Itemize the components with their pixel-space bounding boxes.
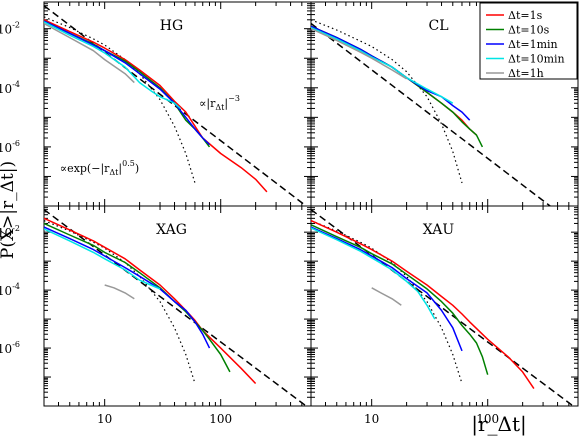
panel-xau: 10 100 XAU (310, 205, 579, 426)
series-line-3 (311, 26, 454, 104)
power-law-reference-line (311, 22, 552, 206)
power-law-reference-line (44, 208, 308, 406)
y-tick-label: 10-2 (0, 224, 20, 240)
stretched-exp-reference-line (311, 19, 463, 184)
y-axis-label: P(X>|r_Δt|) (0, 161, 18, 259)
plot-frame (310, 205, 579, 407)
series-line-1 (44, 20, 211, 148)
plot-area (311, 19, 552, 206)
series-line-0 (311, 25, 477, 136)
panel-title: XAU (423, 222, 455, 238)
x-tick-label: 10 (364, 412, 379, 426)
stretched-exp-annotation: ∝exp(−|rΔt|0.5) (60, 159, 139, 177)
y-tick-label: 10-6 (0, 340, 20, 356)
stretched-exp-reference-line (44, 220, 196, 384)
legend-label-3: Δt=10min (508, 53, 565, 66)
x-tick-label: 10 (97, 412, 112, 426)
series-line-1 (311, 224, 489, 375)
y-tick-label: 10-2 (0, 21, 20, 37)
series-line-2 (311, 226, 463, 352)
stretched-exp-reference-line (311, 220, 463, 384)
series-line-4 (44, 22, 135, 84)
power-law-reference-line (311, 208, 575, 406)
series-line-0 (44, 19, 268, 193)
series-line-1 (311, 25, 484, 148)
series-line-0 (44, 217, 257, 385)
x-tick-label: 100 (476, 412, 499, 426)
y-tick-label: 10-4 (0, 282, 20, 298)
y-tick-label: 10-6 (0, 139, 20, 155)
power-law-annotation: ∝|rΔt|−3 (199, 94, 240, 112)
panel-xag: 10 100 10-6 10-4 10-2 XAG (0, 205, 312, 426)
panel-hg: 10-6 10-4 10-2 HG ∝|rΔt|−3 ∝exp(−|rΔt|0.5) (0, 1, 312, 207)
series-line-2 (44, 20, 211, 146)
stretched-exp-reference-line (44, 16, 196, 184)
series-line-4 (311, 28, 407, 80)
series-line-0 (311, 219, 535, 390)
x-axis-label: |r_Δt| (471, 412, 527, 437)
plot-area (44, 208, 308, 406)
plot-area (44, 5, 308, 206)
legend-label-4: Δt=1h (508, 67, 544, 80)
panel-title: CL (428, 18, 448, 34)
plot-area (311, 208, 575, 406)
panels: 10-6 10-4 10-2 HG ∝|rΔt|−3 ∝exp(−|rΔt|0.5) CL Δ… (0, 1, 579, 426)
series-line-1 (44, 222, 231, 373)
y-tick-label: 10-4 (0, 80, 20, 96)
legend-label-1: Δt=10s (508, 24, 550, 37)
series-line-4 (104, 284, 135, 300)
legend-label-2: Δt=1min (508, 38, 558, 51)
legend-label-0: Δt=1s (508, 9, 543, 22)
panel-title: XAG (156, 222, 187, 238)
series-line-3 (311, 227, 436, 320)
series-line-2 (44, 226, 211, 349)
series-line-3 (44, 228, 161, 290)
series-line-3 (44, 21, 181, 109)
series-line-4 (371, 287, 402, 306)
x-tick-label: 100 (209, 412, 232, 426)
panel-title: HG (160, 18, 183, 34)
legend-box (479, 2, 578, 80)
